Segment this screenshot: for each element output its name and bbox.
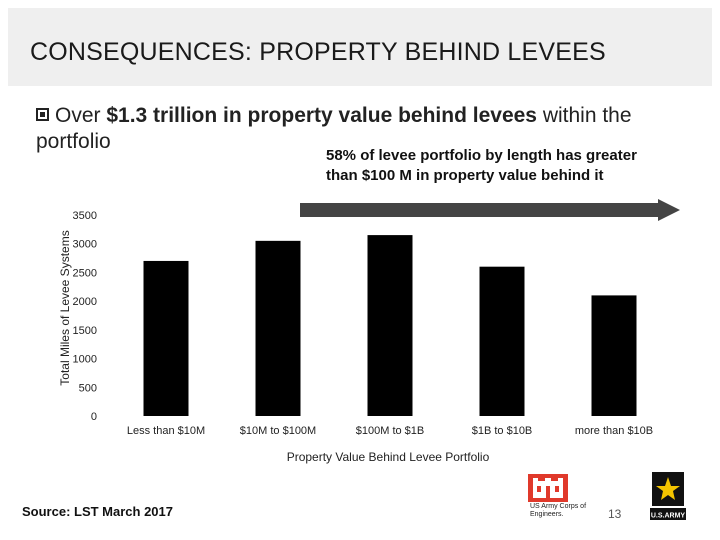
x-tick-label: Less than $10M bbox=[127, 425, 205, 437]
y-tick-label: 1000 bbox=[73, 354, 97, 366]
source-note: Source: LST March 2017 bbox=[22, 504, 173, 519]
y-tick-label: 1500 bbox=[73, 325, 97, 337]
y-axis-ticks: 0 500 1000 1500 2000 2500 3000 3500 bbox=[73, 210, 97, 423]
slide-title: CONSEQUENCES: PROPERTY BEHIND LEVEES bbox=[30, 38, 606, 66]
bullet-point: Over $1.3 trillion in property value beh… bbox=[36, 103, 706, 155]
bar bbox=[479, 266, 525, 416]
x-axis-label: Property Value Behind Levee Portfolio bbox=[287, 450, 490, 464]
y-tick-label: 0 bbox=[91, 411, 97, 423]
bar bbox=[591, 295, 637, 416]
x-tick-label: $1B to $10B bbox=[472, 425, 533, 437]
bar bbox=[367, 235, 413, 416]
bar bbox=[255, 240, 301, 416]
y-tick-label: 500 bbox=[79, 382, 97, 394]
x-tick-label: more than $10B bbox=[575, 425, 653, 437]
arrow-shaft bbox=[300, 203, 660, 217]
y-tick-label: 3500 bbox=[73, 210, 97, 222]
y-tick-label: 2000 bbox=[73, 296, 97, 308]
bars bbox=[143, 235, 637, 416]
y-tick-label: 3000 bbox=[73, 239, 97, 251]
page-number: 13 bbox=[608, 507, 622, 521]
y-tick-label: 2500 bbox=[73, 267, 97, 279]
bullet-suffix: within the portfolio bbox=[36, 104, 632, 153]
usace-logo-text: US Army Corps of Engineers. bbox=[530, 503, 587, 518]
y-axis-label: Total Miles of Levee Systems bbox=[58, 230, 72, 385]
bar bbox=[143, 260, 189, 416]
x-axis-ticks: Less than $10M $10M to $100M $100M to $1B $… bbox=[127, 425, 653, 437]
us-army-star-icon: U.S.ARMY bbox=[648, 470, 688, 522]
arrow-head bbox=[658, 199, 680, 221]
callout-text: 58% of levee portfolio by length has gre… bbox=[326, 147, 637, 184]
usace-castle-icon bbox=[528, 474, 568, 502]
army-logo-text: U.S.ARMY bbox=[651, 513, 686, 520]
title-band bbox=[8, 8, 712, 86]
checkbox-bullet-icon bbox=[36, 108, 49, 121]
x-tick-label: $10M to $100M bbox=[240, 425, 316, 437]
x-tick-label: $100M to $1B bbox=[356, 425, 425, 437]
bullet-prefix: Over bbox=[55, 104, 107, 127]
bullet-emphasis: $1.3 trillion in property value behind l… bbox=[106, 104, 537, 127]
